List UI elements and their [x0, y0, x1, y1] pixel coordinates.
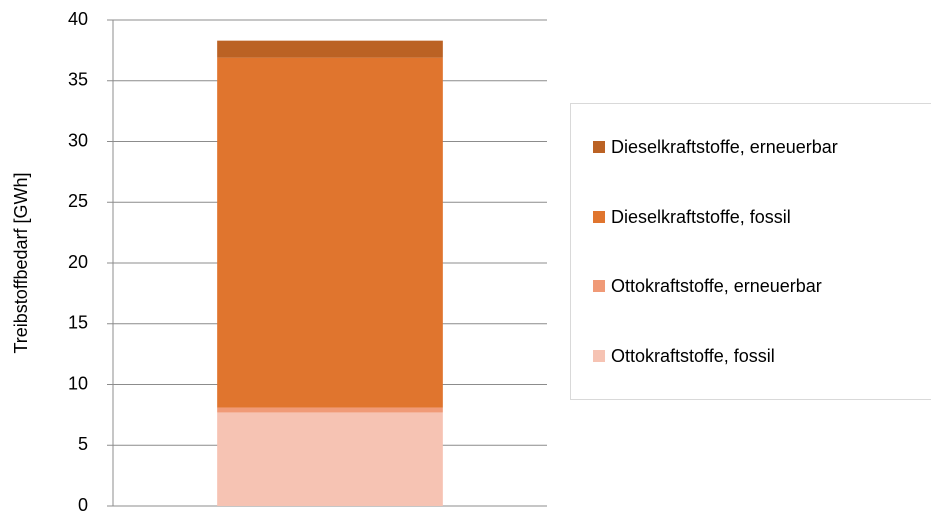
legend-swatch	[593, 280, 605, 293]
legend-label: Ottokraftstoffe, fossil	[611, 346, 775, 367]
bar-segment	[217, 407, 443, 413]
y-tick-label: 40	[68, 9, 88, 29]
bar-segment	[217, 412, 443, 506]
y-tick-label: 15	[68, 313, 88, 333]
chart: Treibstoffbedarf [GWh] 0 5 10 15 20 25 30 35 40	[11, 9, 547, 515]
legend-item: Ottokraftstoffe, erneuerbar	[593, 271, 931, 301]
legend-swatch	[593, 210, 605, 223]
y-tick-label: 25	[68, 191, 88, 211]
y-tick-label: 35	[68, 70, 88, 90]
legend-item: Dieselkraftstoffe, erneuerbar	[593, 132, 931, 162]
y-axis-label: Treibstoffbedarf [GWh]	[11, 172, 31, 353]
legend: Dieselkraftstoffe, erneuerbar Dieselkraft…	[570, 103, 931, 400]
legend-swatch	[593, 350, 605, 363]
legend-label: Ottokraftstoffe, erneuerbar	[611, 276, 822, 297]
y-tick-label: 5	[78, 434, 88, 454]
legend-swatch	[593, 140, 605, 153]
legend-item: Ottokraftstoffe, fossil	[593, 341, 931, 371]
legend-item: Dieselkraftstoffe, fossil	[593, 202, 931, 232]
legend-label: Dieselkraftstoffe, fossil	[611, 206, 791, 227]
y-tick-label: 20	[68, 252, 88, 272]
y-tick-label: 0	[78, 495, 88, 515]
y-tick-label: 10	[68, 373, 88, 393]
y-tick-label: 30	[68, 130, 88, 150]
bar-segment	[217, 40, 443, 58]
bar-segment	[217, 57, 443, 408]
legend-label: Dieselkraftstoffe, erneuerbar	[611, 136, 838, 157]
